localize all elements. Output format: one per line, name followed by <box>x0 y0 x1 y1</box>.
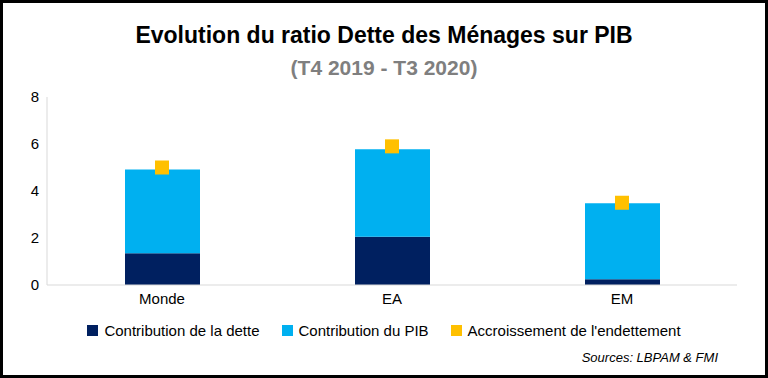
html-text:Accroissement de l'endettement: Accroissement de l'endettement <box>467 322 681 339</box>
svg-text:EA: EA <box>382 290 402 307</box>
html-text:Contribution du PIB: Contribution du PIB <box>298 322 429 339</box>
html-text:Contribution de la dette: Contribution de la dette <box>104 322 260 339</box>
html-text:(T4 2019 - T3 2020): (T4 2019 - T3 2020) <box>290 56 478 79</box>
svg-text:Monde: Monde <box>139 290 185 307</box>
html-text:Evolution du ratio Dette des M: Evolution du ratio Dette des Ménages sur… <box>135 22 633 48</box>
svg-text:0: 0 <box>31 276 39 293</box>
svg-text:6: 6 <box>31 135 39 152</box>
svg-text:EM: EM <box>611 290 634 307</box>
svg-text:2: 2 <box>31 229 39 246</box>
svg-text:4: 4 <box>31 182 39 199</box>
svg-text:8: 8 <box>31 88 39 105</box>
html-text:Sources: LBPAM & FMI: Sources: LBPAM & FMI <box>581 350 718 365</box>
